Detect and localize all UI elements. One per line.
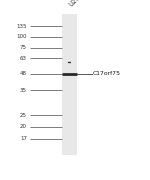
Text: 35: 35 [20,87,27,93]
Text: 135: 135 [16,24,27,29]
Text: 75: 75 [20,45,27,50]
Bar [61,14,76,155]
Text: U2OS: U2OS [68,0,85,8]
Text: 48: 48 [20,71,27,76]
Text: C17orf75: C17orf75 [93,71,121,76]
Text: 100: 100 [16,34,27,39]
Text: 17: 17 [20,136,27,141]
Text: 25: 25 [20,113,27,118]
Text: 63: 63 [20,56,27,61]
Text: 20: 20 [20,124,27,129]
